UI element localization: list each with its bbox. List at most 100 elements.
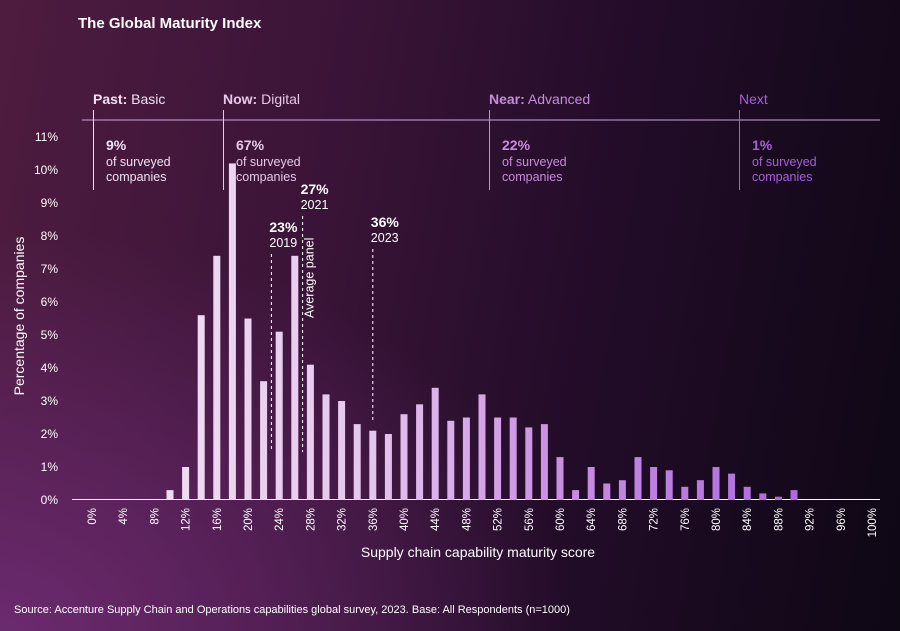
- x-axis-label: Supply chain capability maturity score: [361, 544, 595, 560]
- phase-name: Next: [739, 91, 768, 107]
- x-tick-label: 96%: [836, 508, 848, 531]
- bar: [743, 486, 751, 500]
- y-tick-label: 5%: [41, 328, 59, 342]
- x-tick-label: 100%: [867, 508, 879, 537]
- annotation-2021: 27%2021: [301, 181, 329, 452]
- annotation-2023: 36%2023: [371, 214, 400, 422]
- bar: [166, 490, 174, 500]
- bar: [681, 486, 689, 500]
- annotation-year: 2023: [371, 231, 399, 245]
- phase-label: Now: Digital: [223, 91, 300, 107]
- bar: [338, 401, 346, 500]
- x-tick-label: 76%: [680, 508, 692, 531]
- bar: [369, 430, 377, 500]
- phase-percent: 1%: [752, 137, 773, 153]
- x-tick-label: 72%: [649, 508, 661, 531]
- bar: [447, 420, 455, 500]
- bar: [322, 394, 330, 500]
- bar: [587, 467, 595, 500]
- bar: [353, 424, 361, 500]
- bar: [525, 427, 533, 500]
- x-tick-label: 20%: [243, 508, 255, 531]
- phase-caption-line1: of surveyed: [502, 155, 567, 169]
- x-tick-label: 32%: [337, 508, 349, 531]
- x-tick-label: 84%: [742, 508, 754, 531]
- bar: [416, 404, 424, 500]
- annotation-value: 23%: [269, 219, 298, 235]
- bar: [462, 417, 470, 500]
- bar: [431, 387, 439, 500]
- phase-caption-line1: of surveyed: [106, 155, 171, 169]
- phase-name: Basic: [127, 91, 165, 107]
- bar: [665, 470, 673, 500]
- bar: [494, 417, 502, 500]
- x-tick-label: 92%: [805, 508, 817, 531]
- y-tick-label: 0%: [41, 493, 59, 507]
- y-tick-label: 6%: [41, 295, 59, 309]
- x-tick-label: 56%: [524, 508, 536, 531]
- bar: [197, 315, 205, 500]
- phase-percent: 9%: [106, 137, 127, 153]
- bar: [728, 473, 736, 500]
- x-tick-label: 24%: [274, 508, 286, 531]
- bar: [213, 255, 221, 500]
- phase-caption-line2: companies: [502, 170, 562, 184]
- x-tick-label: 28%: [305, 508, 317, 531]
- annotation-year: 2019: [269, 236, 297, 250]
- bar: [228, 163, 236, 500]
- phase-name: Digital: [257, 91, 300, 107]
- x-tick-label: 68%: [617, 508, 629, 531]
- bar: [384, 434, 392, 500]
- bar: [712, 467, 720, 500]
- bar-series: [166, 163, 798, 500]
- phase-caption-line2: companies: [236, 170, 296, 184]
- x-tick-label: 0%: [87, 508, 99, 525]
- bar: [260, 381, 268, 500]
- y-tick-label: 10%: [34, 163, 58, 177]
- phase-label: Past: Basic: [93, 91, 165, 107]
- x-tick-label: 16%: [212, 508, 224, 531]
- bar: [556, 457, 564, 500]
- y-tick-label: 1%: [41, 460, 59, 474]
- y-tick-label: 11%: [35, 130, 58, 144]
- phase-caption-line2: companies: [752, 170, 812, 184]
- x-tick-label: 4%: [118, 508, 130, 525]
- x-tick-label: 60%: [555, 508, 567, 531]
- phase-label: Near: Advanced: [489, 91, 590, 107]
- bar: [650, 467, 658, 500]
- y-axis: 0% 1% 2% 3% 4% 5% 6% 7% 8% 9% 10% 11%: [34, 130, 58, 507]
- x-tick-label: 8%: [149, 508, 161, 525]
- phase-prefix: Near:: [489, 91, 525, 107]
- y-tick-label: 4%: [41, 361, 59, 375]
- chart-title: The Global Maturity Index: [78, 15, 262, 32]
- bar: [306, 364, 314, 500]
- phase-prefix: Past:: [93, 91, 127, 107]
- bar: [774, 496, 782, 500]
- y-tick-label: 7%: [41, 262, 59, 276]
- y-tick-label: 3%: [41, 394, 59, 408]
- bar: [291, 255, 299, 500]
- bar: [603, 483, 611, 500]
- bar: [275, 331, 283, 500]
- y-axis-label: Percentage of companies: [11, 237, 27, 396]
- bar: [572, 490, 580, 500]
- bar: [244, 318, 252, 500]
- phase-prefix: Now:: [223, 91, 257, 107]
- bar: [540, 424, 548, 500]
- phase-label: Next: [739, 91, 768, 107]
- phase-percent: 22%: [502, 137, 531, 153]
- annotation-value: 36%: [371, 214, 400, 230]
- bar: [478, 394, 486, 500]
- x-tick-label: 44%: [430, 508, 442, 531]
- phase-caption-line1: of surveyed: [236, 155, 301, 169]
- x-tick-label: 40%: [399, 508, 411, 531]
- x-tick-label: 52%: [493, 508, 505, 531]
- bar: [509, 417, 517, 500]
